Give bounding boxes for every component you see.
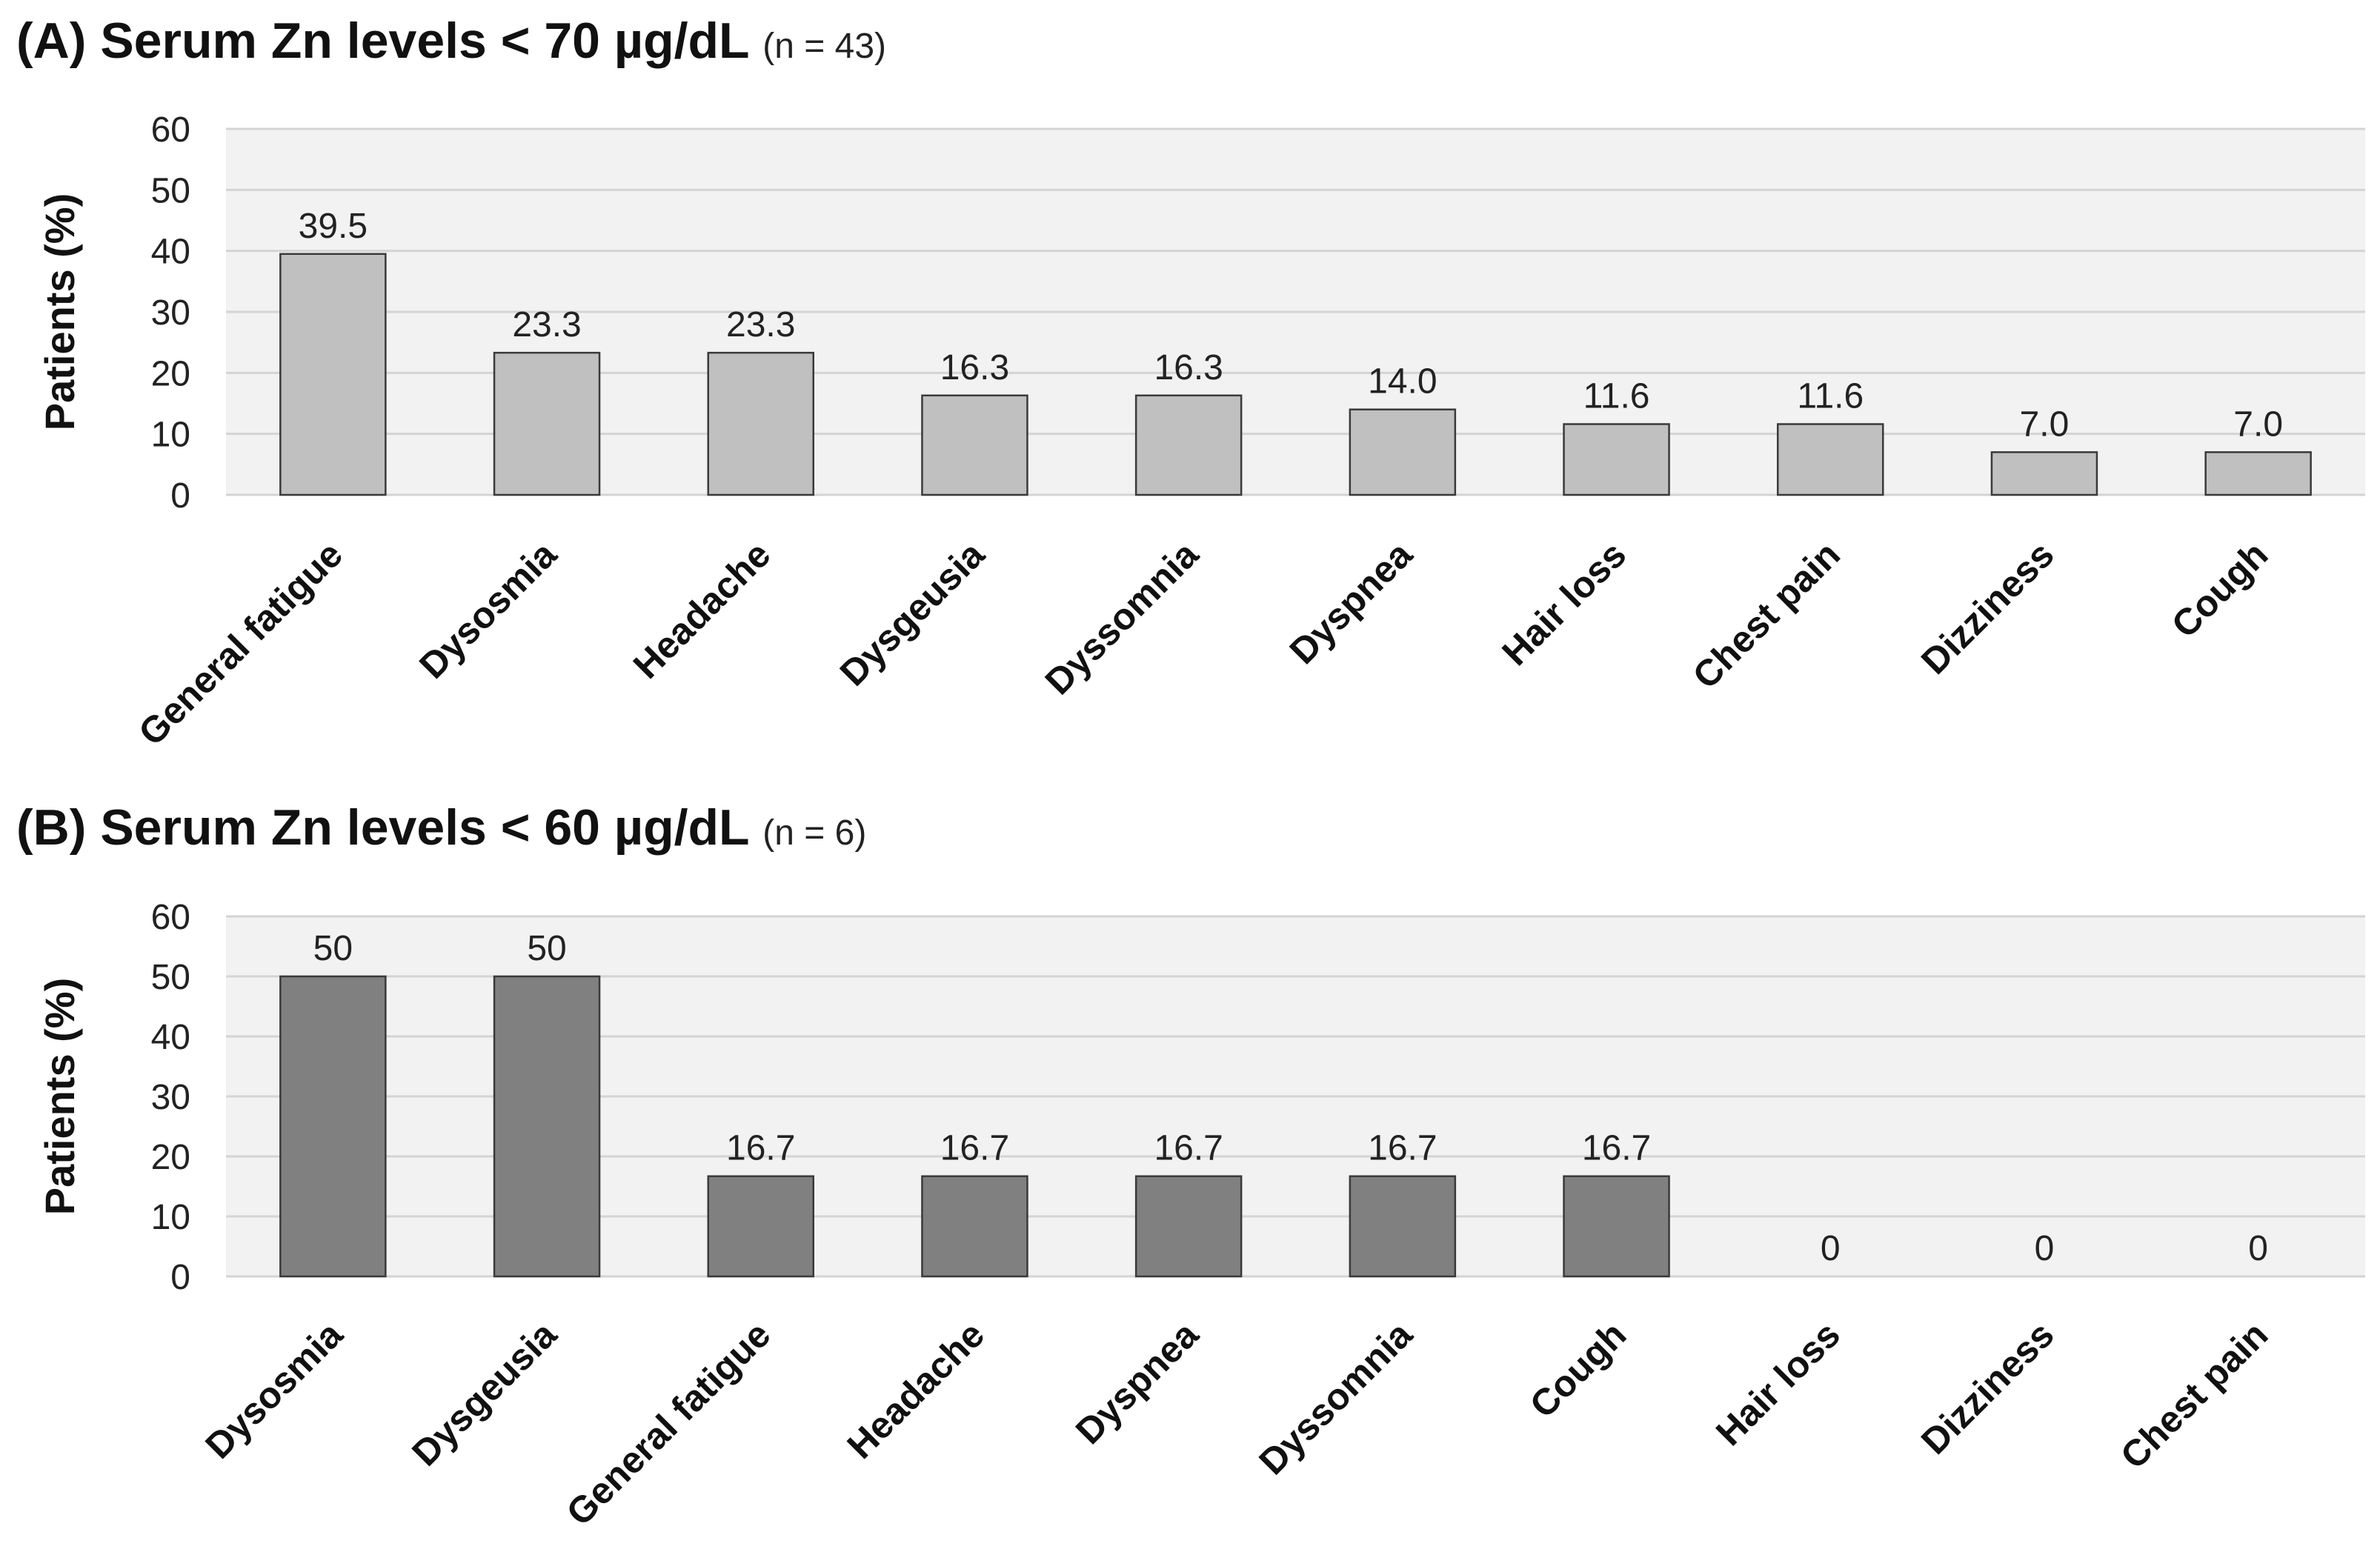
- category-label: Chest pain: [2113, 1313, 2276, 1476]
- category-label: Chest pain: [1685, 533, 1848, 696]
- category-label: Dizziness: [1913, 533, 2062, 682]
- bar: [1349, 408, 1457, 496]
- bar: [1563, 1175, 1670, 1278]
- data-label: 11.6: [1583, 376, 1650, 416]
- data-label: 39.5: [299, 207, 368, 246]
- category-label: Dyspnea: [1282, 533, 1421, 672]
- category-label: General fatigue: [130, 533, 350, 753]
- chart-title: (B) Serum Zn levels < 60 µg/dL (n = 6): [16, 799, 866, 856]
- category-label: Headache: [625, 533, 779, 687]
- data-label: 16.7: [726, 1129, 795, 1168]
- chart-panel-a: (A) Serum Zn levels < 70 µg/dL (n = 43) …: [0, 0, 2380, 770]
- data-label: 0: [2035, 1229, 2055, 1268]
- y-tick-label: 50: [151, 171, 190, 210]
- bar: [707, 1175, 814, 1278]
- chart-panel-b: (B) Serum Zn levels < 60 µg/dL (n = 6) 0…: [0, 785, 2380, 1552]
- data-label: 16.7: [1368, 1129, 1437, 1168]
- y-tick-label: 20: [151, 354, 190, 393]
- y-axis-label: Patients (%): [36, 978, 83, 1216]
- data-label: 0: [2248, 1229, 2268, 1268]
- category-label: General fatigue: [559, 1313, 779, 1533]
- y-axis-label: Patients (%): [36, 193, 83, 431]
- sample-size-label: (n = 6): [762, 813, 867, 853]
- bar: [1134, 1175, 1243, 1278]
- bar: [493, 975, 601, 1278]
- data-label: 0: [1821, 1229, 1841, 1268]
- bar: [1134, 394, 1243, 496]
- category-label: Dyspnea: [1068, 1313, 1207, 1452]
- bar-chart-a: 0 10 20 30 40 50 60 Patients (%) 39.5 General fat…: [36, 110, 2365, 753]
- category-label: Dizziness: [1913, 1313, 2062, 1462]
- bar: [921, 394, 1028, 496]
- data-label: 16.7: [1154, 1129, 1223, 1168]
- bar: [2204, 451, 2312, 496]
- y-tick-label: 30: [151, 293, 190, 333]
- bar: [1777, 423, 1884, 496]
- y-tick-label: 0: [170, 476, 190, 516]
- chart-title: (A) Serum Zn levels < 70 µg/dL (n = 43): [16, 12, 886, 70]
- y-tick-label: 60: [151, 110, 190, 150]
- y-tick-label: 10: [151, 416, 190, 455]
- category-label: Cough: [1522, 1313, 1635, 1426]
- category-label: Headache: [840, 1313, 993, 1467]
- category-label: Dysosmia: [197, 1313, 350, 1466]
- bar: [279, 253, 387, 496]
- y-tick-label: 20: [151, 1138, 190, 1177]
- bar: [279, 975, 387, 1278]
- category-label: Dysgeusia: [404, 1313, 565, 1473]
- data-label: 11.6: [1797, 376, 1864, 416]
- bar: [921, 1175, 1028, 1278]
- data-label: 50: [313, 929, 353, 968]
- data-label: 16.3: [1154, 348, 1223, 387]
- data-label: 14.0: [1368, 362, 1437, 402]
- bar: [1349, 1175, 1457, 1278]
- y-tick-label: 40: [151, 233, 190, 272]
- bar-chart-b: 0 10 20 30 40 50 60 Patients (%) 50 Dysosmia 50 Dys…: [36, 898, 2365, 1533]
- panel-label: (A): [16, 13, 87, 69]
- data-label: 16.7: [1582, 1129, 1651, 1168]
- category-label: Hair loss: [1708, 1313, 1848, 1453]
- data-label: 50: [527, 929, 566, 968]
- bar: [1990, 451, 2098, 496]
- y-tick-label: 0: [170, 1258, 190, 1297]
- panel-label: (B): [16, 799, 87, 856]
- category-label: Dysosmia: [411, 533, 565, 686]
- y-tick-label: 60: [151, 898, 190, 937]
- bar: [1563, 423, 1670, 496]
- category-label: Dyssomnia: [1251, 1313, 1420, 1482]
- data-label: 16.7: [940, 1129, 1009, 1168]
- y-tick-label: 30: [151, 1078, 190, 1117]
- data-label: 23.3: [726, 305, 795, 344]
- category-label: Hair loss: [1494, 533, 1634, 673]
- category-label: Cough: [2164, 533, 2276, 646]
- y-tick-label: 40: [151, 1018, 190, 1057]
- data-label: 7.0: [2020, 404, 2070, 444]
- category-label: Dyssomnia: [1037, 533, 1207, 702]
- y-tick-label: 50: [151, 958, 190, 997]
- data-label: 23.3: [512, 305, 581, 344]
- title-text: Serum Zn levels < 70 µg/dL: [100, 13, 749, 69]
- bar: [493, 351, 601, 496]
- sample-size-label: (n = 43): [762, 27, 887, 66]
- title-text: Serum Zn levels < 60 µg/dL: [100, 799, 749, 856]
- category-label: Dysgeusia: [832, 533, 993, 693]
- bar: [707, 351, 814, 496]
- data-label: 16.3: [940, 348, 1009, 387]
- data-label: 7.0: [2233, 404, 2283, 444]
- y-tick-label: 10: [151, 1198, 190, 1237]
